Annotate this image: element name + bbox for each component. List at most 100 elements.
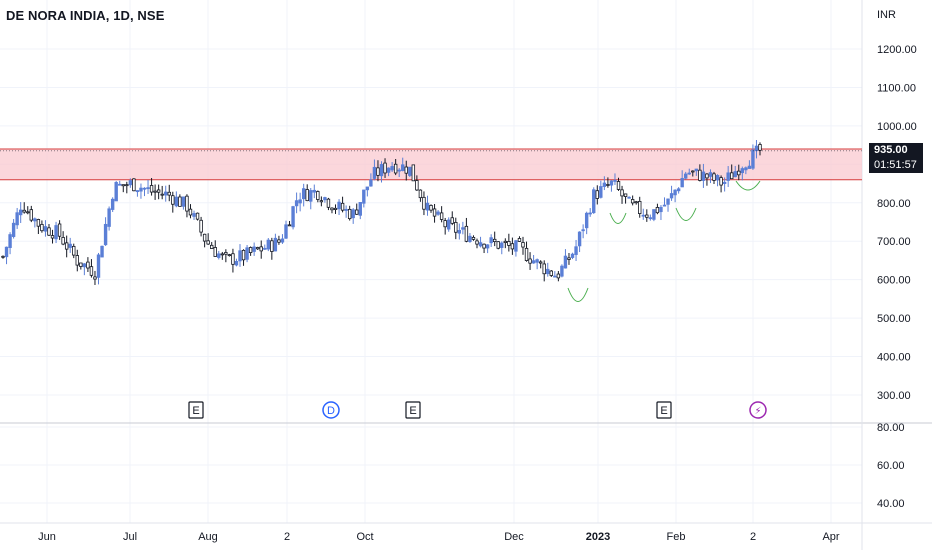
candle-body <box>358 202 362 216</box>
resistance-zone <box>0 148 862 180</box>
candle-body <box>245 247 249 260</box>
candle-body <box>68 243 72 248</box>
candle-body <box>599 186 603 198</box>
candle-body <box>684 173 688 179</box>
candle-body <box>521 242 525 248</box>
candle-body <box>429 205 433 211</box>
candle-body <box>687 172 691 175</box>
candle-body <box>305 189 309 202</box>
candle-body <box>570 253 575 258</box>
earnings-icon <box>405 401 421 419</box>
candle-body <box>404 166 408 174</box>
candle-body <box>114 182 118 202</box>
candle-body <box>613 179 617 182</box>
candle-body <box>542 263 546 275</box>
price-tick-label: 1200.00 <box>877 44 917 56</box>
candle-body <box>273 237 278 252</box>
candle-body <box>241 249 246 261</box>
candle-body <box>217 253 221 258</box>
candle-body <box>623 193 628 197</box>
candle-body <box>563 255 568 269</box>
candle-body <box>96 254 101 278</box>
candle-body <box>691 170 695 173</box>
candle-body <box>118 183 122 186</box>
price-tick-label: 1100.00 <box>877 82 916 94</box>
candle-body <box>188 208 193 216</box>
candle-body <box>213 247 217 257</box>
candle-body <box>121 184 125 187</box>
price-tick-label: 1000.00 <box>877 121 917 133</box>
candle-body <box>464 225 469 242</box>
candle-body <box>40 224 44 232</box>
candle-body <box>758 144 762 151</box>
candle-body <box>673 189 677 196</box>
candle-body <box>577 231 582 247</box>
candle-body <box>26 211 30 214</box>
candle-body <box>492 238 497 243</box>
rounded-bottom-annotation <box>675 207 697 221</box>
candle-body <box>227 254 232 257</box>
price-tick-label: 300.00 <box>877 390 911 402</box>
candle-body <box>627 196 631 199</box>
candle-body <box>54 225 58 240</box>
candle-body <box>255 247 260 250</box>
candle-body <box>641 214 645 217</box>
candle-body <box>291 206 295 228</box>
candle-body <box>294 200 299 207</box>
candle-body <box>546 268 550 275</box>
candle-body <box>701 171 706 181</box>
candle-body <box>475 240 479 245</box>
candle-body <box>553 275 557 278</box>
candle-body <box>224 252 228 255</box>
candle-body <box>390 166 394 171</box>
candle-body <box>680 178 684 188</box>
candle-body <box>365 186 370 191</box>
candle-body <box>560 265 564 277</box>
candle-body <box>719 177 723 186</box>
candle-body <box>602 182 607 187</box>
candle-body <box>531 260 536 264</box>
candle-body <box>376 167 380 176</box>
date-tick-label: Dec <box>504 531 524 543</box>
candle-body <box>436 211 440 215</box>
candle-body <box>616 181 621 190</box>
candle-body <box>340 202 345 211</box>
earnings-label: E <box>660 405 667 417</box>
dividend-label: D <box>327 405 335 417</box>
candle-body <box>206 240 210 245</box>
candle-body <box>666 198 670 205</box>
candle-body <box>401 164 405 171</box>
candle-body <box>107 208 111 227</box>
candle-body <box>323 197 327 201</box>
candle-body <box>698 169 702 181</box>
candle-body <box>478 242 483 247</box>
date-tick-label: 2 <box>750 531 756 543</box>
candle-body <box>4 246 9 258</box>
candle-body <box>503 240 508 243</box>
indicator-tick-label: 80.00 <box>877 422 905 434</box>
candle-body <box>744 167 748 171</box>
candle-body <box>64 242 69 250</box>
candle-body <box>263 247 267 250</box>
candle-body <box>160 193 164 196</box>
dividend-icon <box>322 401 340 419</box>
candle-body <box>549 270 553 276</box>
candle-body <box>606 184 610 186</box>
candle-body <box>33 218 37 222</box>
candle-body <box>156 189 161 193</box>
candle-body <box>100 245 104 258</box>
candle-body <box>662 204 667 207</box>
date-tick-label: Feb <box>667 531 686 543</box>
candle-body <box>655 207 660 214</box>
candle-body <box>694 168 699 172</box>
candle-body <box>574 246 578 255</box>
candle-body <box>11 222 16 237</box>
date-tick-label: Apr <box>822 531 839 543</box>
candle-body <box>432 208 437 217</box>
candle-body <box>301 188 306 200</box>
candle-body <box>393 163 398 174</box>
candle-body <box>747 165 752 169</box>
candle-body <box>581 229 585 232</box>
